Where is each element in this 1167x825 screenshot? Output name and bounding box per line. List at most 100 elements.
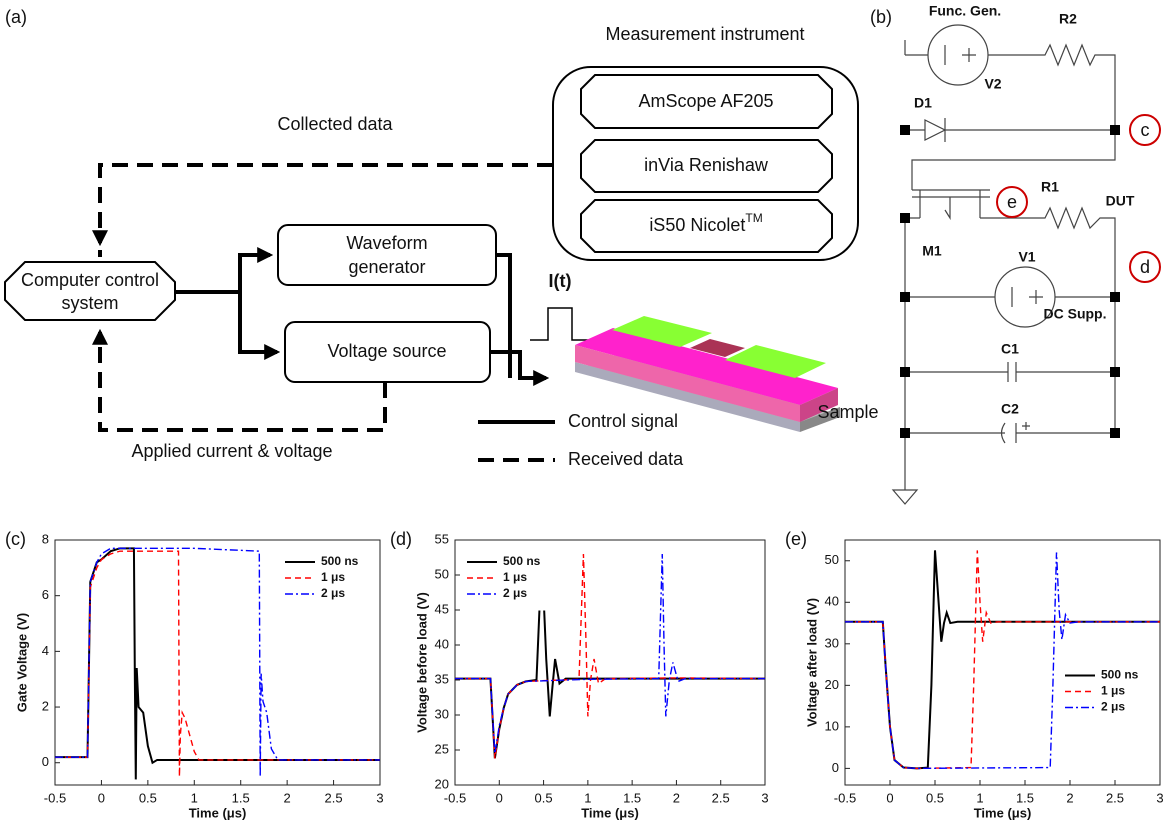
legend-label: 1 μs	[503, 570, 527, 584]
y-tick-label: 40	[435, 636, 449, 651]
legend-label: 2 μs	[1101, 700, 1125, 714]
node-letter: c	[1141, 120, 1150, 140]
node-label: Computer control	[21, 270, 159, 290]
y-tick-label: 30	[435, 706, 449, 721]
panel-label: (e)	[785, 529, 807, 549]
node-letter: d	[1140, 257, 1150, 277]
y-axis-label: Voltage after load (V)	[804, 598, 819, 727]
x-tick-label: 1.5	[623, 790, 641, 805]
node	[900, 367, 910, 377]
component-label: C2	[1001, 401, 1019, 417]
sample-label: Sample	[817, 402, 878, 422]
diode	[905, 118, 1115, 142]
node	[1110, 292, 1120, 302]
node-marker	[1129, 114, 1161, 146]
y-axis-label: Gate Voltage (V)	[14, 613, 29, 712]
edge-label: Collected data	[277, 114, 393, 134]
control-line	[238, 247, 274, 292]
panel-label: (d)	[390, 529, 412, 549]
instrument-name: iS50 Nicolet	[649, 215, 745, 235]
instrument-name: AmScope AF205	[638, 91, 773, 111]
y-tick-label: 2	[42, 698, 49, 713]
source	[927, 24, 989, 86]
node	[1110, 125, 1120, 135]
component-label: DC Supp.	[1044, 306, 1107, 322]
y-tick-label: 6	[42, 587, 49, 602]
component-label: Func. Gen.	[929, 3, 1001, 19]
legend: 500 ns 1 μs 2 μs	[1058, 661, 1155, 724]
legend: 500 ns 1 μs 2 μs	[278, 547, 375, 611]
control-line	[238, 292, 281, 360]
current-label: I(t)	[549, 271, 572, 291]
x-tick-label: -0.5	[834, 790, 856, 805]
node	[900, 292, 910, 302]
x-axis-label: Time (μs)	[974, 805, 1032, 820]
data-line	[92, 163, 553, 247]
y-tick-label: 30	[825, 635, 839, 650]
legend: 500 ns 1 μs 2 μs	[460, 547, 557, 611]
instrument-name: inVia Renishaw	[644, 155, 769, 175]
y-axis-label: Voltage before load (V)	[414, 592, 429, 733]
x-axis-label: Time (μs)	[581, 805, 639, 820]
legend-box	[278, 547, 375, 611]
x-tick-label: 1.5	[232, 790, 250, 805]
x-tick-label: 2.5	[1106, 790, 1124, 805]
y-tick-label: 4	[42, 643, 49, 658]
panel-label: (c)	[5, 529, 26, 549]
legend-text: Control signal	[568, 411, 678, 431]
y-tick-label: 10	[825, 718, 839, 733]
x-tick-label: 1.5	[1016, 790, 1034, 805]
x-tick-label: 0	[98, 790, 105, 805]
series-line	[845, 550, 1160, 770]
x-tick-label: 2	[1066, 790, 1073, 805]
series-line	[55, 550, 380, 777]
legend-label: 500 ns	[503, 554, 541, 568]
series-line	[55, 547, 380, 777]
x-tick-label: 0.5	[139, 790, 157, 805]
x-tick-label: 3	[761, 790, 768, 805]
instrument-title: Measurement instrument	[605, 24, 804, 44]
capacitor	[905, 422, 1115, 444]
y-tick-label: 45	[435, 601, 449, 616]
legend-label: 500 ns	[321, 554, 359, 568]
instrument-item	[580, 199, 833, 253]
control-line	[496, 253, 512, 378]
legend-box	[1058, 661, 1155, 724]
ground	[891, 489, 919, 505]
y-tick-label: 0	[832, 760, 839, 775]
series-line	[455, 553, 765, 754]
circuit: (b) Func. Gen. R2 V2 D1 c e R1 DUT M1 d …	[870, 3, 1161, 505]
x-tick-label: 3	[376, 790, 383, 805]
component-label: C1	[1001, 341, 1019, 357]
legend-label: 2 μs	[321, 586, 345, 600]
wire	[904, 189, 1116, 490]
wire	[904, 40, 1116, 190]
y-tick-label: 0	[42, 754, 49, 769]
x-tick-label: 0.5	[926, 790, 944, 805]
node-label: generator	[348, 257, 425, 277]
legend-text: Received data	[568, 449, 684, 469]
y-tick-label: 55	[435, 531, 449, 546]
sample-illustration	[575, 316, 840, 432]
x-tick-label: -0.5	[444, 790, 466, 805]
legend-label: 1 μs	[1101, 684, 1125, 698]
node-label: Voltage source	[327, 341, 446, 361]
y-tick-label: 20	[435, 776, 449, 791]
wire	[905, 287, 1115, 307]
node	[900, 428, 910, 438]
y-tick-label: 50	[435, 566, 449, 581]
y-tick-label: 8	[42, 531, 49, 546]
y-tick-label: 40	[825, 594, 839, 609]
node-label: system	[61, 293, 118, 313]
x-tick-label: 3	[1156, 790, 1163, 805]
y-tick-label: 20	[825, 677, 839, 692]
component-label: DUT	[1106, 193, 1135, 209]
component-label: M1	[922, 243, 942, 259]
superscript: TM	[745, 211, 762, 225]
node	[1110, 428, 1120, 438]
panel-label: (b)	[870, 7, 892, 27]
x-tick-label: -0.5	[44, 790, 66, 805]
node	[900, 125, 910, 135]
y-tick-label: 35	[435, 671, 449, 686]
